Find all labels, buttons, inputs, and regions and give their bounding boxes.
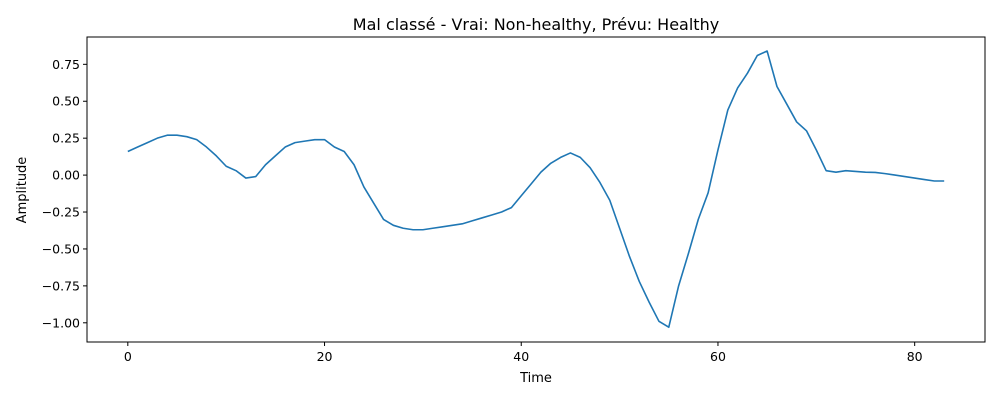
y-tick-label: −0.75 (42, 278, 80, 293)
series-line-0 (127, 50, 945, 329)
y-tick-label: −0.50 (42, 241, 80, 256)
y-tick-label: −1.00 (42, 315, 80, 330)
x-tick-label: 80 (907, 349, 923, 364)
x-tick-label: 60 (710, 349, 726, 364)
plot-area (127, 50, 945, 329)
y-tick-label: 0.75 (52, 57, 80, 72)
x-axis: 0 20 40 60 80 (124, 342, 923, 364)
y-axis: −1.00 −0.75 −0.50 −0.25 0.00 0.25 0.50 0.75 (42, 57, 87, 330)
y-tick-label: −0.25 (42, 205, 80, 220)
y-tick-label: 0.25 (52, 131, 80, 146)
plot-frame (86, 36, 986, 343)
x-tick-label: 20 (317, 349, 333, 364)
y-tick-label: 0.00 (52, 168, 80, 183)
y-tick-label: 0.50 (52, 94, 80, 109)
x-tick-label: 0 (124, 349, 132, 364)
x-axis-title: Time (519, 371, 552, 386)
chart-title: Mal classé - Vrai: Non-healthy, Prévu: H… (353, 15, 719, 34)
y-axis-title: Amplitude (15, 157, 30, 224)
x-tick-label: 40 (513, 349, 529, 364)
